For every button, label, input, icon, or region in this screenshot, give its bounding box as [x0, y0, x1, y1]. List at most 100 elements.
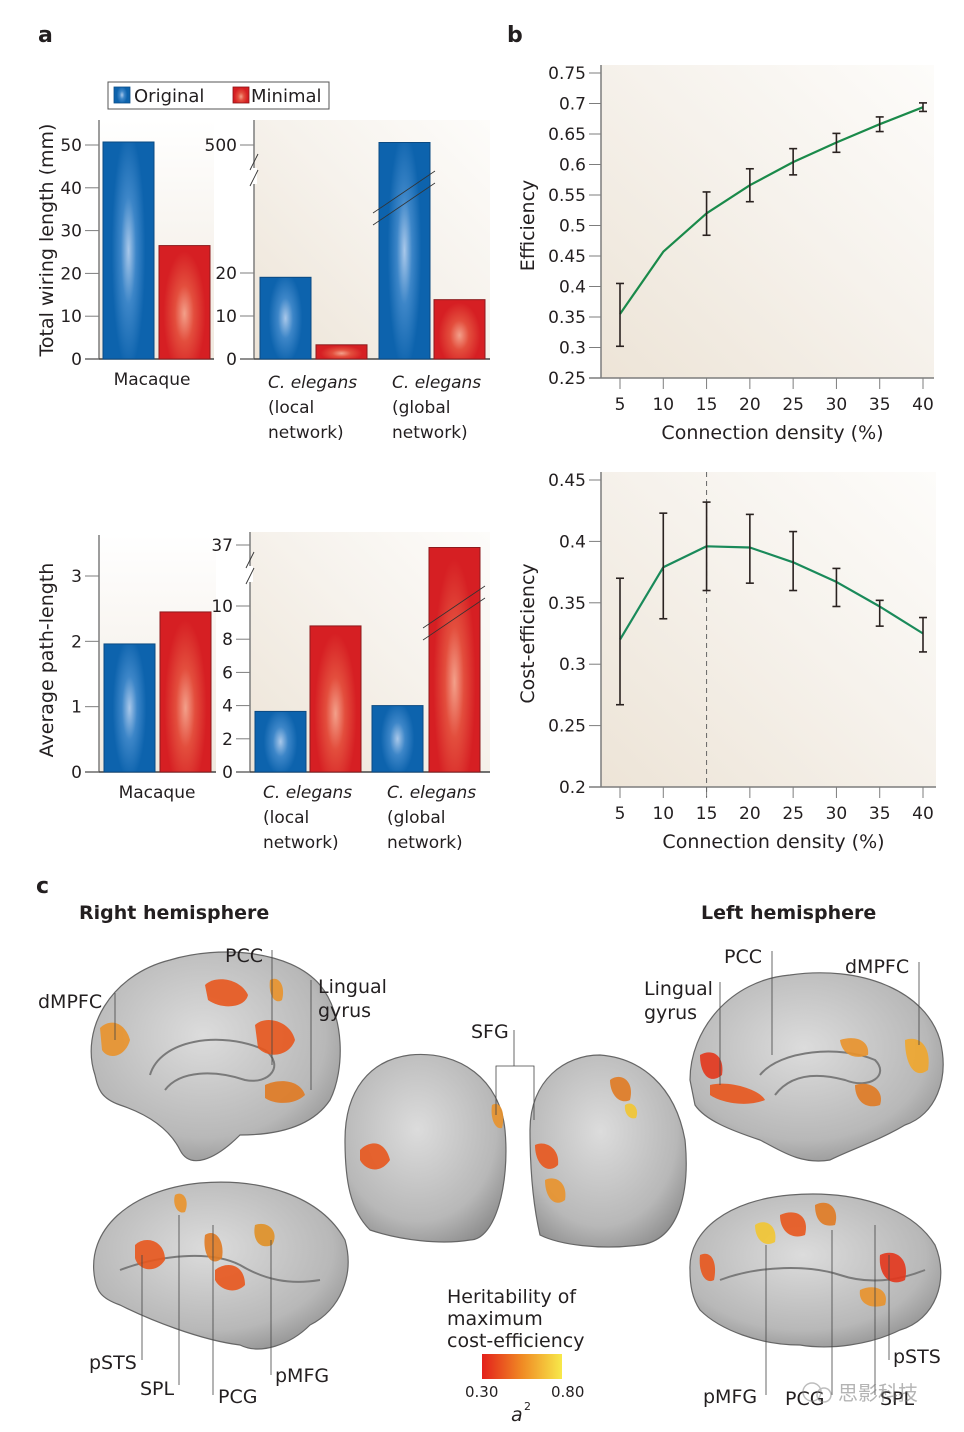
x-tick-label: 20: [739, 395, 761, 415]
label-spl: SPL: [140, 1378, 175, 1400]
x-tick-label: 10: [652, 395, 674, 415]
legend-label-original: Original: [134, 86, 204, 107]
colorbar-title-line2: maximum: [447, 1308, 543, 1330]
activation-blob: [491, 1103, 504, 1129]
category-genus: C.: [268, 373, 291, 393]
left-hemisphere-title: Left hemisphere: [701, 902, 876, 924]
watermark-text: 思影科技: [838, 1381, 918, 1405]
activation-blob: [859, 1287, 886, 1307]
axis-break-mark: [249, 153, 259, 171]
bar-minimal: [158, 245, 211, 360]
brain-sulcus: [149, 1038, 276, 1091]
label-pcg-left: PCG: [785, 1388, 824, 1410]
category-detail-label: network): [263, 833, 339, 853]
bar-original: [371, 705, 424, 773]
category-label: C. elegans: [392, 373, 481, 393]
colorbar-max-label: 0.80: [551, 1383, 584, 1401]
activation-blob: [815, 1202, 837, 1226]
y-tick-label: 0.2: [559, 778, 586, 798]
label-sfg: SFG: [471, 1021, 509, 1043]
x-tick-label: 20: [739, 804, 761, 824]
label-pcc: PCC: [225, 945, 263, 967]
brain-shape-left: [529, 1054, 687, 1248]
axis-break-mark: [249, 169, 259, 187]
activation-blob: [700, 1052, 723, 1079]
label-pmfg-left: pMFG: [703, 1386, 757, 1408]
label-pmfg: pMFG: [275, 1365, 329, 1387]
y-tick-label: 2: [222, 730, 233, 750]
y-tick-label: 10: [215, 307, 237, 327]
brain-right-lateral: [93, 1181, 349, 1350]
y-tick-label: 6: [222, 663, 233, 683]
activation-blob: [204, 1232, 223, 1262]
y-tick-label: 0: [71, 350, 82, 370]
y-tick-label: 4: [222, 697, 233, 717]
y-axis-title: Cost-efficiency: [517, 563, 539, 703]
category-label: Macaque: [114, 370, 191, 390]
panel-label-c: c: [36, 874, 49, 899]
activation-blob: [755, 1222, 776, 1245]
chart-pathlength-macaque: 0 1 2 3 Macaque Average path-length: [36, 535, 216, 803]
category-genus: C.: [263, 783, 286, 803]
activation-blob: [535, 1143, 559, 1169]
activation-blob: [360, 1143, 390, 1170]
x-tick-label: 35: [869, 804, 891, 824]
panel-label-b: b: [507, 23, 523, 48]
y-tick-label: 30: [60, 222, 82, 242]
brain-shape: [689, 972, 944, 1162]
y-tick-label: 0.5: [559, 217, 586, 237]
y-tick-label: 0.45: [548, 471, 586, 491]
label-psts: pSTS: [89, 1352, 137, 1374]
region-labels-left-lateral: pMFG PCG SPL pSTS: [703, 1225, 941, 1410]
legend: Original Minimal: [107, 81, 330, 110]
axis-break-mark: [245, 551, 255, 569]
label-lingual: Lingual gyrus: [318, 976, 387, 1022]
activation-blob: [840, 1038, 869, 1057]
bar-original: [378, 142, 431, 360]
label-lingual-left-line2: gyrus: [644, 1002, 697, 1024]
x-tick-label: 15: [696, 395, 718, 415]
bar-minimal: [315, 344, 368, 360]
label-psts-left: pSTS: [893, 1346, 941, 1368]
y-axis-title: Total wiring length (mm): [36, 124, 58, 358]
chart-efficiency: 0.25 0.3 0.35 0.4 0.45 0.5 0.55 0.6 0.65 0.7 0.75 5…: [517, 64, 934, 444]
chart-wiring-macaque: 0 10 20 30 40 50 Macaque Total wiring length (m…: [36, 120, 214, 390]
brain-shape: [93, 1181, 349, 1350]
legend-box: [107, 81, 330, 110]
y-axis-title: Average path-length: [36, 563, 58, 758]
x-axis-title: Connection density (%): [662, 831, 884, 853]
x-tick-label: 40: [912, 395, 934, 415]
label-lingual-line2: gyrus: [318, 1000, 371, 1022]
y-tick-label: 0.3: [559, 655, 586, 675]
label-lingual-line1: Lingual: [318, 976, 387, 998]
activation-blob: [269, 978, 284, 1002]
bar-original: [254, 710, 307, 773]
plot-background: [601, 65, 934, 378]
x-tick-label: 15: [696, 804, 718, 824]
y-tick-label: 0.55: [548, 186, 586, 206]
colorbar-title-line3: cost-efficiency: [447, 1330, 584, 1352]
brain-right-medial: [90, 951, 341, 1162]
colorbar-min-label: 0.30: [465, 1383, 498, 1401]
category-label: C. elegans: [387, 783, 476, 803]
activation-blob: [205, 979, 248, 1007]
x-tick-label: 30: [826, 804, 848, 824]
brain-sulcus: [759, 1050, 882, 1096]
axis-break-gap: [247, 566, 253, 582]
axis-break-mark: [245, 567, 255, 585]
activation-blob: [174, 1193, 187, 1213]
bar-original: [102, 141, 155, 360]
bar-minimal: [309, 625, 362, 773]
bar-minimal: [433, 299, 486, 360]
bar-original: [103, 643, 156, 773]
activation-blob: [699, 1253, 716, 1282]
y-tick-label: 20: [215, 264, 237, 284]
category-label: C. elegans: [263, 783, 352, 803]
category-label: C. elegans: [268, 373, 357, 393]
y-tick-label: 0.75: [548, 64, 586, 84]
x-tick-label: 40: [912, 804, 934, 824]
x-tick-label: 5: [615, 395, 626, 415]
category-label: Macaque: [119, 783, 196, 803]
activation-blob: [255, 1020, 295, 1055]
category-genus: C.: [392, 373, 415, 393]
